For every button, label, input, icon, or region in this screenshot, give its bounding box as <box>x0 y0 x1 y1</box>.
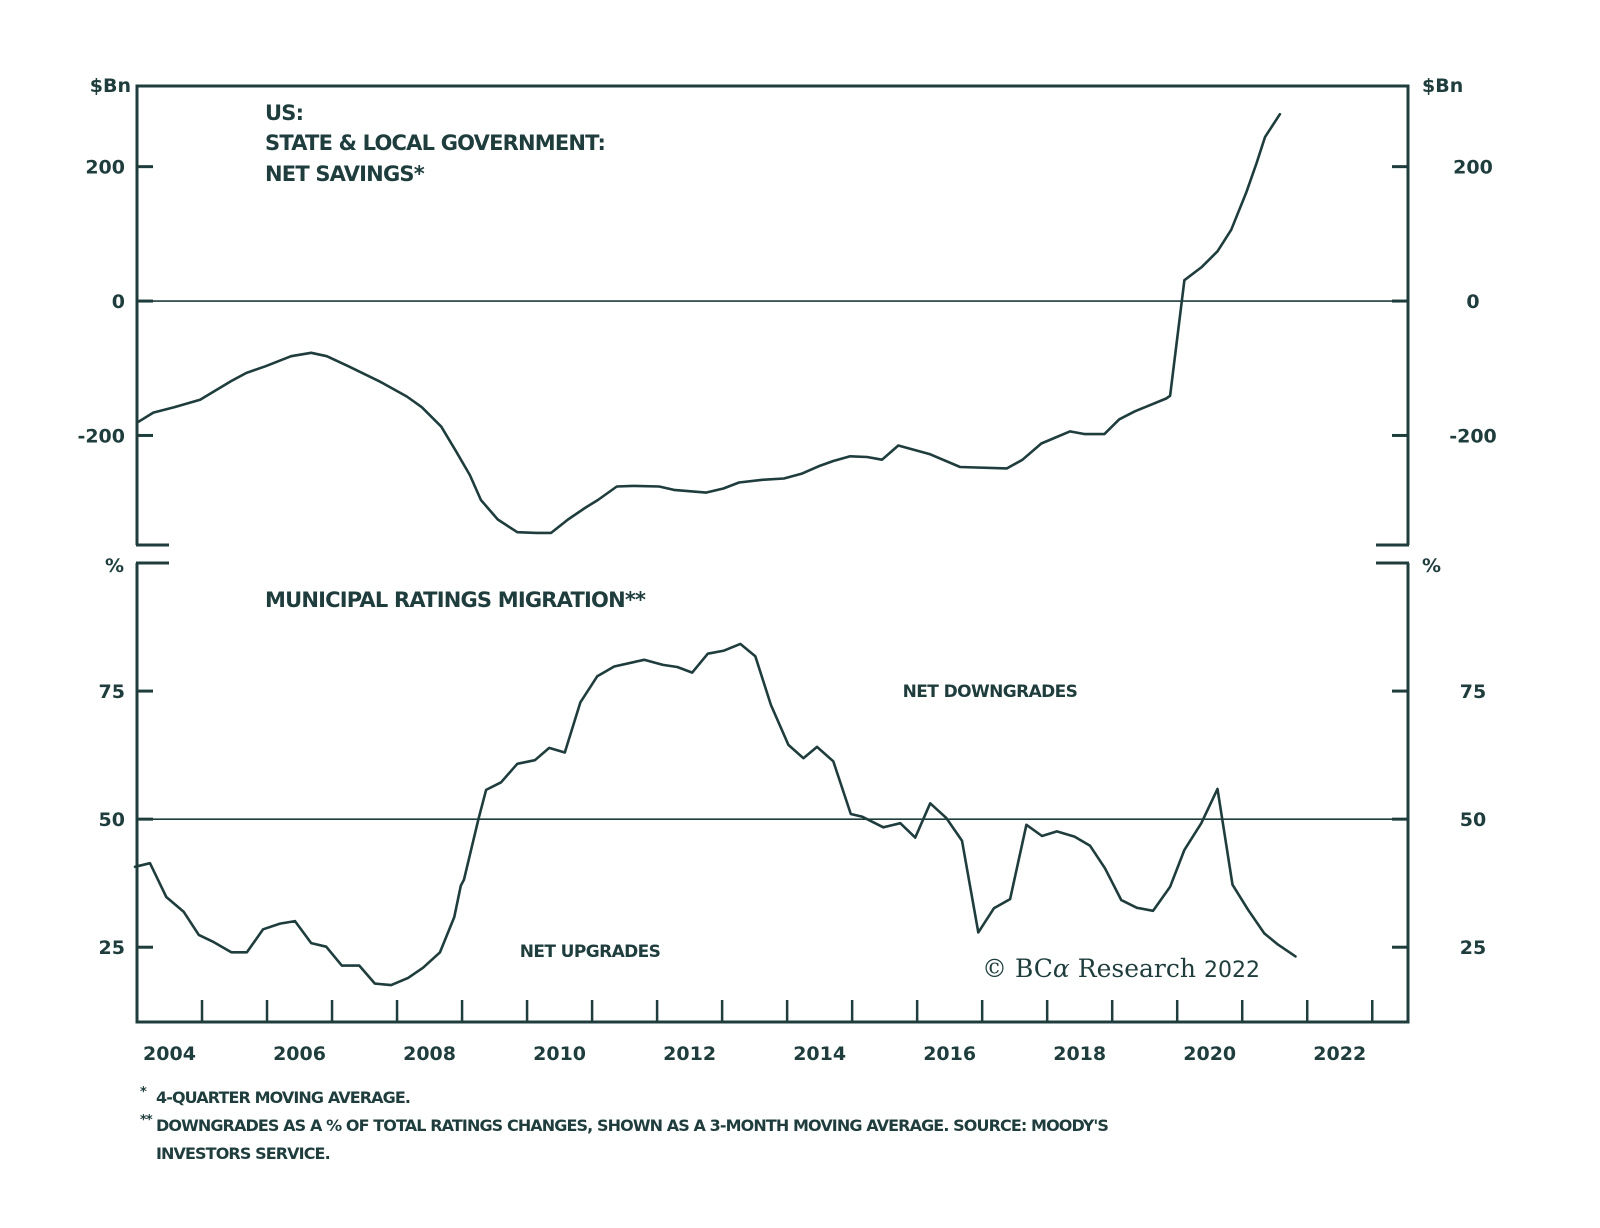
bottom-y-right-tick-label: 75 <box>1460 681 1486 703</box>
bottom-y-left-tick-label: 25 <box>99 937 125 959</box>
top-y-right-tick-label: -200 <box>1449 425 1497 447</box>
bottom-y-left-tick-label: 50 <box>99 809 125 831</box>
ratings-migration-line <box>133 642 1297 987</box>
bottom-series-group <box>133 642 1297 987</box>
x-tick-label: 2010 <box>533 1043 586 1065</box>
footnote-1-text: 4-QUARTER MOVING AVERAGE. <box>156 1088 411 1107</box>
top-panel-title-line-2: STATE & LOCAL GOVERNMENT: <box>265 131 605 155</box>
top-y-left-tick-label: 0 <box>112 291 125 313</box>
x-tick-label: 2016 <box>923 1043 976 1065</box>
x-tick-label: 2004 <box>143 1043 196 1065</box>
watermark-prefix: © BC <box>982 954 1053 983</box>
net-savings-line <box>135 112 1282 535</box>
x-tick-label: 2008 <box>403 1043 456 1065</box>
x-tick-label: 2012 <box>663 1043 716 1065</box>
footnote-1-mark: * <box>140 1085 147 1100</box>
footnote-2-continuation: INVESTORS SERVICE. <box>156 1144 331 1163</box>
net-upgrades-annotation: NET UPGRADES <box>520 942 661 962</box>
x-tick-label: 2018 <box>1053 1043 1106 1065</box>
top-y-ticks: 200 200 0 0 -200 -200 <box>77 157 1496 448</box>
x-tick-label: 2006 <box>273 1043 326 1065</box>
top-y-right-tick-label: 0 <box>1466 291 1479 313</box>
bottom-y-right-tick-label: 50 <box>1460 809 1486 831</box>
footnote-2-text: DOWNGRADES AS A % OF TOTAL RATINGS CHANG… <box>156 1116 1109 1135</box>
footnotes: * 4-QUARTER MOVING AVERAGE. ** DOWNGRADE… <box>140 1084 1109 1168</box>
top-panel-title-line-1: US: <box>265 101 303 125</box>
watermark-year: 2022 <box>1204 958 1260 983</box>
watermark-alpha: α <box>1053 954 1070 983</box>
top-panel-frame <box>135 84 1410 547</box>
x-axis-ticks: 2004 2006 2008 2010 2012 2014 2016 2018 2020 2022 <box>143 1000 1374 1065</box>
x-tick-label: 2022 <box>1313 1043 1366 1065</box>
bottom-left-unit-label: % <box>105 555 124 577</box>
top-y-left-tick-label: -200 <box>77 425 125 447</box>
top-left-unit-label: $Bn <box>90 75 131 97</box>
footnote-2-mark: ** <box>140 1113 153 1128</box>
top-panel-title-line-3: NET SAVINGS* <box>265 162 425 186</box>
top-panel-border <box>135 84 1410 545</box>
top-series-group <box>135 112 1282 535</box>
bottom-y-right-tick-label: 25 <box>1460 937 1486 959</box>
top-y-right-tick-label: 200 <box>1453 157 1493 179</box>
x-tick-label: 2020 <box>1183 1043 1236 1065</box>
bottom-panel-title: MUNICIPAL RATINGS MIGRATION** <box>265 588 646 612</box>
bottom-right-unit-label: % <box>1422 555 1441 577</box>
x-tick-label: 2014 <box>793 1043 846 1065</box>
watermark-suffix: Research <box>1070 954 1196 983</box>
footnote-1: * 4-QUARTER MOVING AVERAGE. <box>140 1084 1108 1112</box>
bottom-y-left-tick-label: 75 <box>99 681 125 703</box>
bottom-panel-frame <box>135 561 1410 1024</box>
bottom-y-ticks: 75 75 50 50 25 25 <box>99 681 1487 959</box>
top-y-left-tick-label: 200 <box>85 157 125 179</box>
bca-watermark: © BCα Research 2022 <box>982 954 1260 983</box>
net-downgrades-annotation: NET DOWNGRADES <box>903 682 1078 702</box>
bottom-panel-border <box>135 563 1410 1024</box>
footnote-2: ** DOWNGRADES AS A % OF TOTAL RATINGS CH… <box>140 1112 1109 1140</box>
top-right-unit-label: $Bn <box>1422 75 1463 97</box>
